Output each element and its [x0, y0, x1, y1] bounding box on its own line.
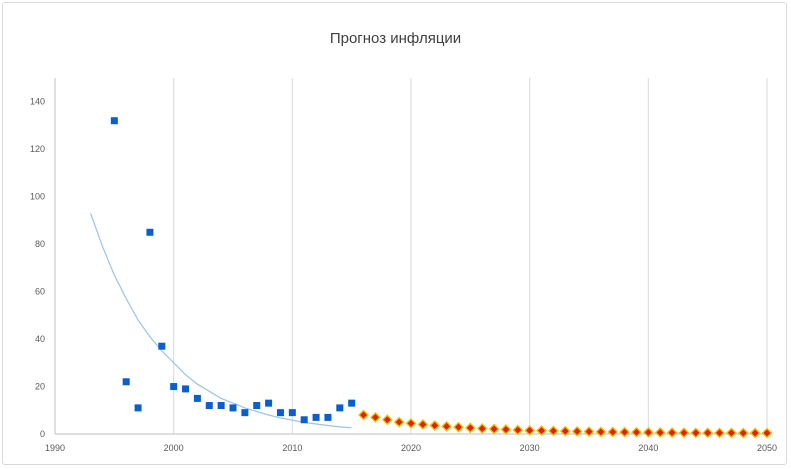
actual-point — [182, 385, 190, 393]
y-tick-label: 20 — [35, 382, 45, 392]
forecast-point — [381, 414, 393, 426]
x-tick-label: 2030 — [520, 443, 540, 453]
forecast-point — [369, 411, 381, 423]
forecast-point — [702, 427, 714, 439]
forecast-point — [690, 427, 702, 439]
actual-point — [134, 404, 142, 412]
forecast-point — [512, 424, 524, 436]
x-tick-label: 2040 — [638, 443, 658, 453]
actual-point — [312, 413, 320, 421]
y-tick-label: 0 — [40, 429, 45, 439]
y-tick-label: 140 — [30, 97, 45, 107]
x-tick-label: 2050 — [757, 443, 777, 453]
data-points — [110, 117, 773, 439]
forecast-point — [571, 425, 583, 437]
actual-point — [205, 402, 213, 410]
actual-point — [300, 416, 308, 424]
actual-point — [146, 228, 154, 236]
x-tick-label: 2000 — [164, 443, 184, 453]
forecast-point — [642, 426, 654, 438]
forecast-point — [500, 424, 512, 435]
forecast-point — [405, 417, 417, 429]
forecast-point — [595, 426, 607, 438]
actual-point — [288, 409, 296, 417]
y-tick-label: 120 — [30, 144, 45, 154]
y-tick-label: 60 — [35, 287, 45, 297]
trendline-group — [90, 213, 352, 429]
trendline — [90, 213, 352, 429]
actual-point — [348, 399, 356, 407]
actual-point — [276, 409, 284, 417]
forecast-point — [559, 425, 571, 437]
forecast-point — [607, 426, 619, 438]
forecast-point — [654, 426, 666, 438]
y-tick-label: 100 — [30, 192, 45, 202]
forecast-point — [547, 425, 559, 437]
forecast-point — [429, 419, 441, 431]
actual-point — [253, 402, 261, 410]
forecast-point — [476, 423, 488, 435]
actual-point — [265, 399, 273, 407]
x-tick-label: 1990 — [45, 443, 65, 453]
forecast-point — [761, 427, 773, 439]
forecast-point — [452, 421, 464, 433]
forecast-point — [524, 424, 536, 436]
x-tick-label: 2020 — [401, 443, 421, 453]
forecast-point — [678, 427, 690, 439]
y-tick-label: 40 — [35, 334, 45, 344]
actual-point — [110, 117, 118, 125]
actual-point — [158, 342, 166, 350]
actual-point — [170, 383, 178, 391]
actual-point — [122, 378, 130, 386]
forecast-point — [714, 427, 726, 439]
forecast-point — [358, 409, 370, 421]
forecast-point — [666, 427, 678, 439]
x-tick-label: 2010 — [282, 443, 302, 453]
grid-lines — [173, 78, 768, 434]
forecast-point — [417, 419, 429, 430]
actual-point — [217, 402, 225, 410]
chart-frame — [2, 2, 787, 465]
forecast-point — [536, 425, 548, 437]
forecast-point — [737, 427, 749, 439]
actual-point — [324, 413, 332, 421]
actual-point — [241, 409, 249, 417]
actual-point — [336, 404, 344, 412]
forecast-point — [749, 427, 761, 439]
forecast-point — [464, 422, 476, 434]
y-tick-label: 80 — [35, 239, 45, 249]
forecast-point — [725, 427, 737, 439]
forecast-point — [630, 426, 642, 438]
forecast-point — [488, 423, 500, 435]
actual-point — [193, 394, 201, 402]
chart-title: Прогноз инфляции — [329, 30, 462, 47]
forecast-point — [441, 420, 453, 432]
forecast-point — [619, 426, 631, 438]
forecast-point — [393, 416, 405, 428]
actual-point — [229, 404, 237, 412]
forecast-point — [583, 426, 595, 438]
